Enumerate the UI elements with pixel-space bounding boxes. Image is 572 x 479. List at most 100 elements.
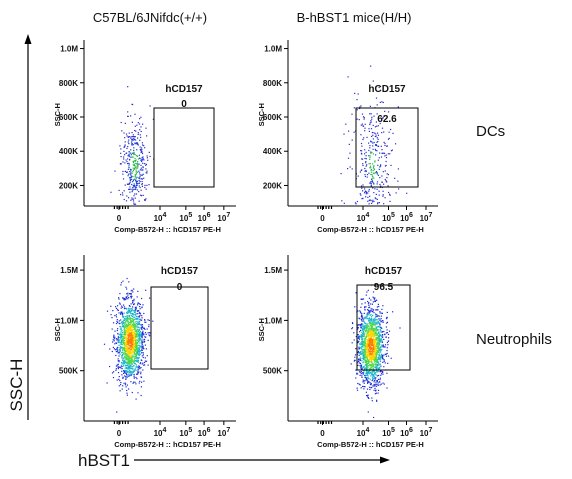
data-point <box>137 165 139 167</box>
data-point <box>129 355 131 357</box>
data-point <box>375 357 377 360</box>
data-point <box>133 168 135 170</box>
x-tick-label: 104 <box>154 427 167 438</box>
data-point <box>139 139 141 141</box>
data-point <box>128 309 130 311</box>
data-point <box>360 347 362 349</box>
data-point <box>123 364 125 366</box>
data-point <box>365 327 367 329</box>
data-point <box>129 372 131 374</box>
data-point <box>365 367 367 370</box>
data-point <box>385 160 387 163</box>
data-point <box>128 312 130 314</box>
data-point <box>365 356 367 359</box>
data-point <box>364 149 366 151</box>
data-point <box>363 343 365 345</box>
data-point <box>138 352 140 354</box>
data-point <box>374 300 376 302</box>
data-point <box>132 180 135 182</box>
data-point <box>148 326 150 328</box>
data-point <box>127 361 129 363</box>
data-point <box>128 348 130 350</box>
data-point <box>134 345 136 347</box>
data-point <box>381 344 383 346</box>
data-point <box>146 135 148 137</box>
data-point <box>139 186 141 189</box>
data-point <box>373 166 375 168</box>
data-point <box>383 383 385 385</box>
data-point <box>136 325 138 327</box>
data-point <box>119 332 121 334</box>
data-point <box>370 182 372 184</box>
data-point <box>112 346 114 348</box>
data-point <box>369 306 371 308</box>
data-point <box>359 318 361 320</box>
data-point <box>367 331 369 333</box>
data-point <box>122 324 124 327</box>
data-point <box>131 144 133 146</box>
data-point <box>371 343 373 345</box>
data-point <box>381 132 383 134</box>
data-point <box>139 345 141 347</box>
data-point <box>130 332 132 334</box>
data-point <box>360 335 362 337</box>
data-point <box>375 355 378 357</box>
data-point <box>386 387 388 389</box>
data-point <box>130 296 132 298</box>
data-point <box>126 318 128 320</box>
data-point <box>124 154 126 156</box>
data-point <box>359 336 361 338</box>
data-point <box>358 119 360 121</box>
data-point <box>373 361 376 363</box>
data-point <box>370 339 372 342</box>
data-point <box>374 393 376 395</box>
data-point <box>369 165 372 167</box>
data-point <box>122 363 124 365</box>
data-point <box>386 341 388 344</box>
data-point <box>388 111 390 113</box>
data-point <box>368 190 370 192</box>
data-point <box>130 315 133 317</box>
data-point <box>125 367 128 369</box>
data-point <box>372 339 374 342</box>
data-point <box>135 383 137 385</box>
data-point <box>128 132 130 134</box>
data-point <box>128 359 130 361</box>
data-point <box>380 341 382 343</box>
data-point <box>130 339 132 341</box>
data-point <box>373 357 375 360</box>
data-point <box>133 186 135 188</box>
data-point <box>114 336 116 338</box>
data-point <box>133 316 135 318</box>
data-point <box>376 366 378 368</box>
data-point <box>375 392 377 394</box>
data-point <box>130 303 132 305</box>
data-point <box>372 324 374 326</box>
data-point <box>379 334 382 337</box>
data-point <box>377 202 379 204</box>
data-point <box>125 350 127 352</box>
data-point <box>365 336 367 338</box>
data-point <box>130 328 132 330</box>
data-point <box>366 291 368 293</box>
data-point <box>124 384 126 386</box>
data-point <box>137 339 139 341</box>
data-point <box>122 322 124 325</box>
data-point <box>121 344 123 346</box>
data-point <box>372 170 374 172</box>
data-point <box>139 134 141 136</box>
data-point <box>361 338 363 341</box>
data-point <box>365 306 367 308</box>
data-point <box>128 368 130 370</box>
data-point <box>368 312 370 315</box>
data-point <box>365 338 367 340</box>
data-point <box>139 146 141 148</box>
data-point <box>115 351 117 353</box>
data-point <box>110 191 112 193</box>
data-point <box>371 151 373 153</box>
data-point <box>364 175 366 178</box>
data-point <box>128 162 130 164</box>
data-point <box>120 367 122 369</box>
data-point <box>371 332 373 334</box>
data-point <box>361 353 363 355</box>
